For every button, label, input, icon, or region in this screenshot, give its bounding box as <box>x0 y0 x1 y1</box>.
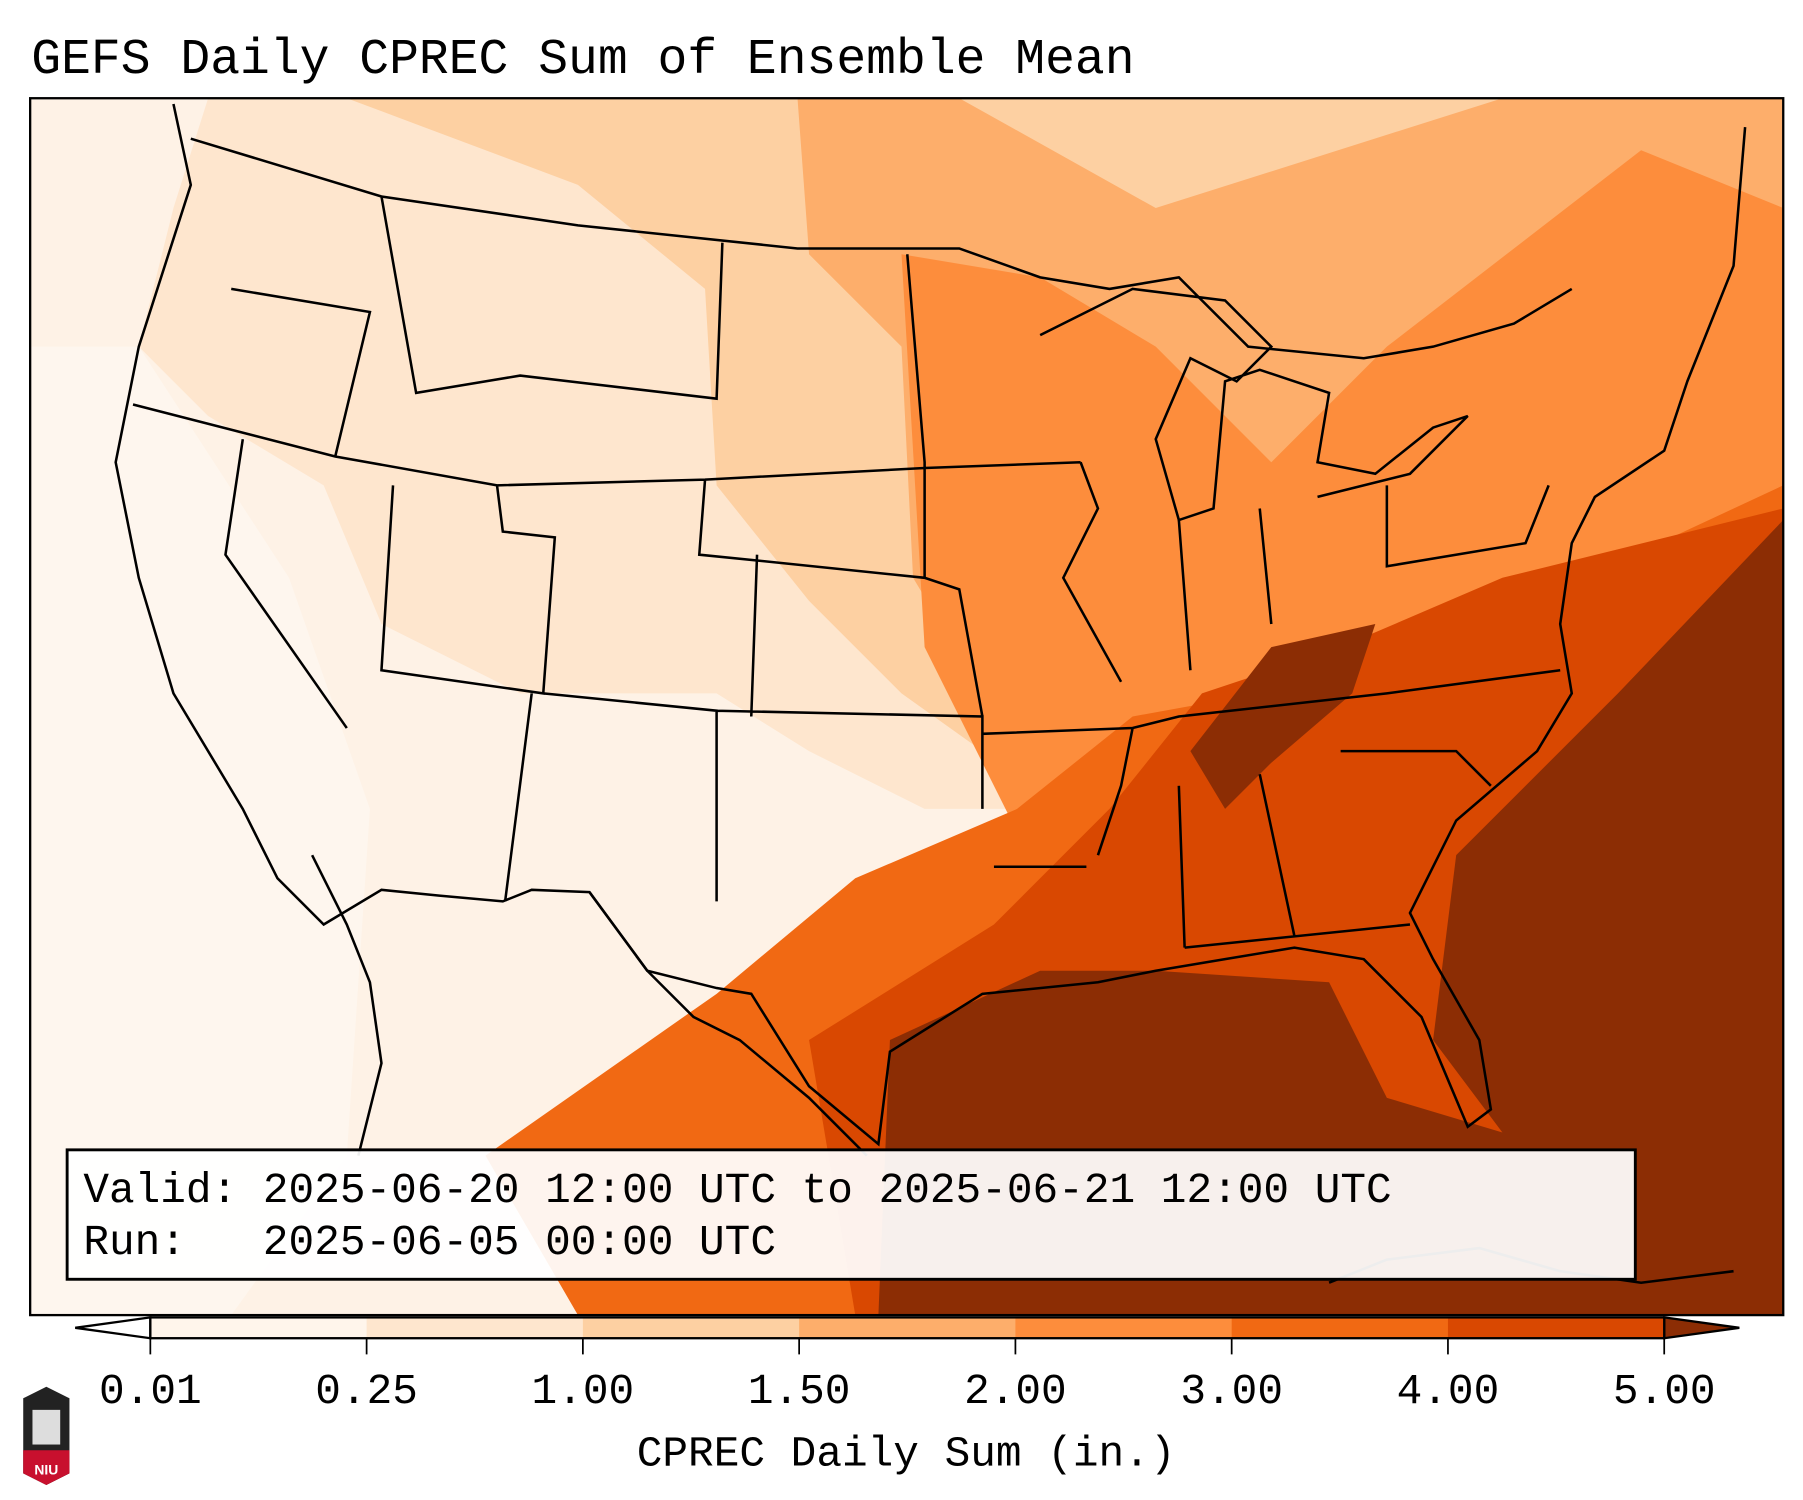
colorbar-tick-label: 1.50 <box>748 1367 851 1416</box>
colorbar-segment <box>366 1317 584 1339</box>
colorbar-segment <box>582 1317 800 1339</box>
colorbar-segment <box>1447 1317 1665 1339</box>
colorbar-tick-label: 4.00 <box>1397 1367 1500 1416</box>
map-frame <box>29 97 1785 1317</box>
colorbar-tick-label: 0.01 <box>99 1367 202 1416</box>
colorbar-over-extension <box>1663 1316 1740 1340</box>
precip-5-inland <box>1190 624 1376 809</box>
info-box: Valid: 2025-06-20 12:00 UTC to 2025-06-2… <box>65 1148 1637 1281</box>
state-lines <box>132 196 1561 949</box>
map <box>30 98 1784 1316</box>
colorbar-tick-label: 5.00 <box>1613 1367 1716 1416</box>
us-outline <box>114 103 1747 1147</box>
logo-tower-icon <box>32 1409 61 1445</box>
colorbar-under-extension <box>75 1316 152 1340</box>
colorbar-tick-label: 2.00 <box>964 1367 1067 1416</box>
colorbar-frame <box>149 1316 1666 1340</box>
info-box-frame <box>65 1148 1637 1281</box>
precip-5 <box>878 520 1784 1316</box>
run-time-text: Run: 2025-06-05 00:00 UTC <box>83 1218 776 1267</box>
colorbar-tick-label: 3.00 <box>1180 1367 1283 1416</box>
colorbar-tick-label: 1.00 <box>532 1367 635 1416</box>
plot-title: GEFS Daily CPREC Sum of Ensemble Mean <box>31 32 1134 88</box>
colorbar-segment <box>1015 1317 1233 1339</box>
colorbar-tick-label: 0.25 <box>315 1367 418 1416</box>
colorbar-segment <box>1231 1317 1449 1339</box>
valid-time-text: Valid: 2025-06-20 12:00 UTC to 2025-06-2… <box>83 1166 1391 1215</box>
colorbar-label: CPREC Daily Sum (in.) <box>637 1429 1176 1478</box>
colorbar-segment <box>150 1317 368 1339</box>
canada-border <box>190 137 1573 360</box>
colorbar: 0.01 0.25 1.00 1.50 2.00 3.00 4.00 5.00 <box>75 1316 1740 1416</box>
logo-text: NIU <box>34 1462 58 1478</box>
mexico-coast <box>310 854 868 1157</box>
logo-red-band <box>23 1450 70 1485</box>
niu-logo: NIU <box>23 1386 70 1485</box>
precip-light-west <box>30 346 370 1316</box>
colorbar-segment <box>799 1317 1016 1339</box>
great-lakes <box>1039 287 1469 522</box>
